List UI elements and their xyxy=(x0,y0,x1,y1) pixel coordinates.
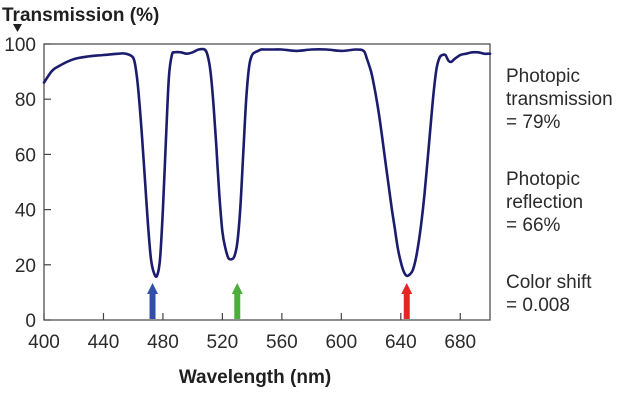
y-tick-label: 40 xyxy=(15,201,36,222)
x-axis-title: Wavelength (nm) xyxy=(179,367,331,388)
wavelength-arrow-icon xyxy=(401,283,413,319)
annotation-line: = 79% xyxy=(506,112,561,133)
x-tick-label: 600 xyxy=(325,332,357,353)
wavelength-arrow-icon xyxy=(231,283,243,319)
series-layer xyxy=(42,47,492,279)
annotation-line: transmission xyxy=(506,89,613,110)
y-tick-label: 100 xyxy=(4,35,36,56)
y-tick-label: 80 xyxy=(15,90,36,111)
x-tick-label: 400 xyxy=(28,332,60,353)
y-tick-label: 20 xyxy=(15,256,36,277)
y-axis-ticks: 0 20 40 60 80 100 xyxy=(4,35,51,332)
x-tick-label: 680 xyxy=(444,332,476,353)
y-tick-label: 0 xyxy=(25,311,36,332)
y-tick-label: 60 xyxy=(15,145,36,166)
x-tick-label: 480 xyxy=(147,332,179,353)
y-axis-title: Transmission (%) xyxy=(2,5,159,26)
annotation-line: = 0.008 xyxy=(506,295,570,316)
y-axis-title-arrow-icon xyxy=(13,24,22,32)
x-tick-label: 440 xyxy=(88,332,120,353)
transmission-curve xyxy=(42,47,492,279)
x-axis-ticks: 400 440 480 520 560 600 640 680 xyxy=(28,313,476,353)
plot-frame xyxy=(43,43,491,321)
x-tick-label: 640 xyxy=(385,332,417,353)
annotation-line: Color shift xyxy=(506,272,592,293)
wavelength-markers xyxy=(147,283,413,319)
annotation-line: = 66% xyxy=(506,215,561,236)
x-tick-label: 560 xyxy=(266,332,298,353)
x-tick-label: 520 xyxy=(207,332,239,353)
annotation-line: Photopic xyxy=(506,169,580,190)
annotation-line: reflection xyxy=(506,192,583,213)
annotation-line: Photopic xyxy=(506,66,580,87)
y-axis-title-group: Transmission (%) xyxy=(2,5,159,32)
wavelength-arrow-icon xyxy=(147,283,159,319)
